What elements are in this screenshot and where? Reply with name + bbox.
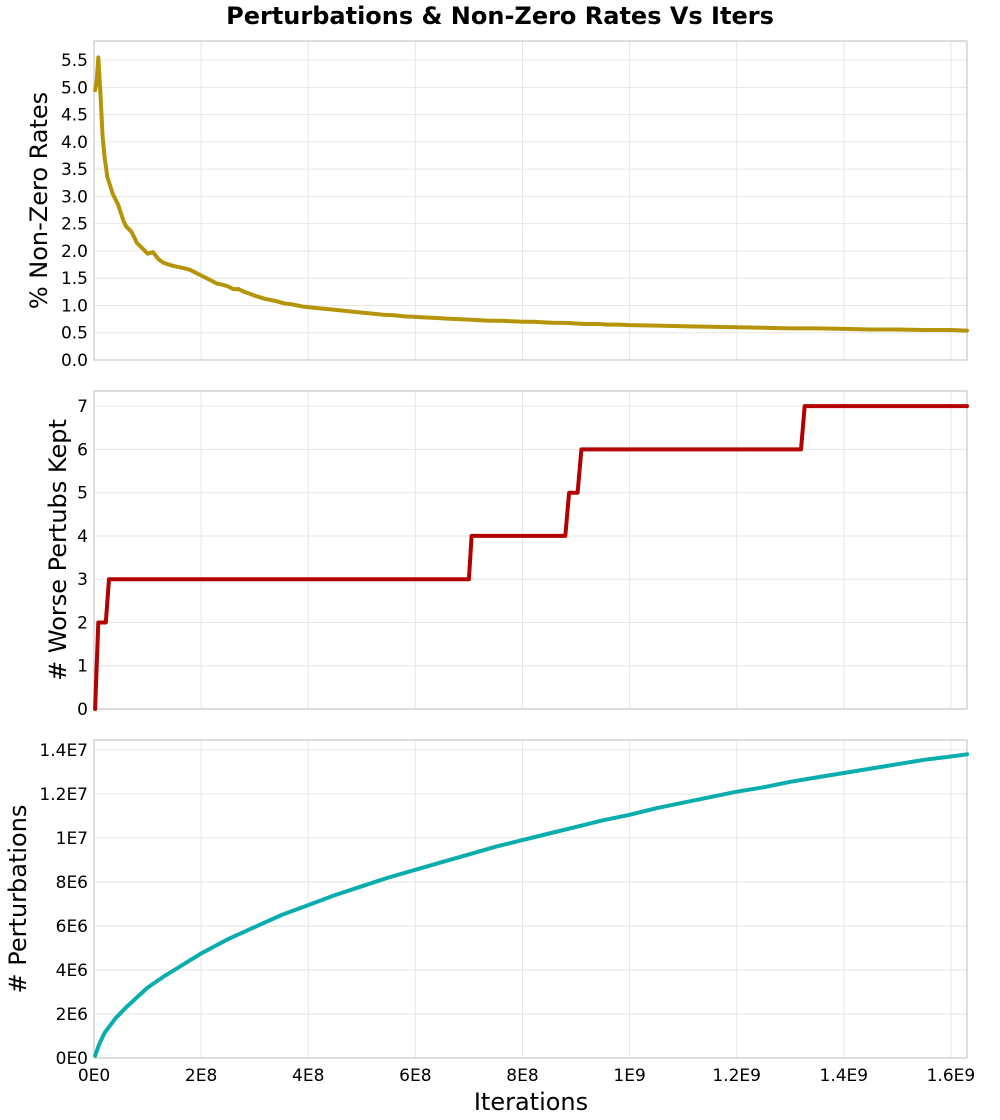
- y-tick-label: 3.0: [61, 187, 88, 207]
- y-tick-label: 3: [77, 570, 88, 590]
- x-tick-label: 1.2E9: [712, 1066, 761, 1086]
- panel-worse-pertubs-kept: 0 1 2 3 4 5 6 7# Worse Pertubs Kept: [44, 390, 969, 720]
- y-tick-label: 2E6: [56, 1005, 88, 1025]
- y-axis-label: # Perturbations: [4, 805, 32, 994]
- y-tick-label: 0.0: [61, 351, 88, 371]
- y-tick-label: 5.0: [61, 78, 88, 98]
- y-tick-label: 5: [77, 484, 88, 504]
- plot-frame: [93, 739, 968, 1059]
- y-axis-label: % Non-Zero Rates: [25, 92, 53, 309]
- y-tick-label: 1: [77, 657, 88, 677]
- y-tick-label: 1.4E7: [39, 741, 88, 761]
- plot-frame: [93, 40, 968, 361]
- x-tick-label: 1.6E9: [927, 1066, 976, 1086]
- x-tick-label: 2E8: [185, 1066, 217, 1086]
- y-tick-label: 6: [77, 440, 88, 460]
- y-tick-label: 0: [77, 700, 88, 720]
- y-tick-label: 8E6: [56, 873, 88, 893]
- x-tick-label: 1.4E9: [820, 1066, 869, 1086]
- y-tick-label: 0.5: [61, 324, 88, 344]
- x-tick-label: 8E8: [506, 1066, 538, 1086]
- x-tick-label: 0E0: [78, 1066, 110, 1086]
- y-tick-label: 6E6: [56, 917, 88, 937]
- y-axis-label: # Worse Pertubs Kept: [44, 419, 72, 681]
- y-tick-label: 2.0: [61, 242, 88, 262]
- x-axis-label: Iterations: [474, 1088, 588, 1116]
- y-tick-label: 2.5: [61, 215, 88, 235]
- y-tick-label: 4: [77, 527, 88, 547]
- y-tick-label: 1E7: [56, 829, 88, 849]
- series-line: [93, 55, 969, 333]
- series-line: [93, 752, 969, 1058]
- y-tick-label: 4E6: [56, 961, 88, 981]
- y-tick-label: 2: [77, 613, 88, 633]
- y-tick-label: 1.0: [61, 296, 88, 316]
- chart-title: Perturbations & Non-Zero Rates Vs Iters: [226, 2, 774, 30]
- y-tick-label: 1.2E7: [39, 785, 88, 805]
- x-tick-label: 4E8: [292, 1066, 324, 1086]
- x-tick-label: 1E9: [613, 1066, 645, 1086]
- plot-frame: [93, 390, 968, 710]
- x-tick-label: 6E8: [399, 1066, 431, 1086]
- panel-non-zero-rates: 0.0 0.5 1.0 1.5 2.0 2.5 3.0 3.5 4.0 4.5 5.0 5.5 % No…: [25, 40, 969, 371]
- y-tick-label: 5.5: [61, 51, 88, 71]
- y-tick-label: 1.5: [61, 269, 88, 289]
- y-tick-label: 4.5: [61, 106, 88, 126]
- panel-perturbations: 0E0 2E6 4E6 6E6 8E6 1E7 1.2E7 1.4E7 # Perturbati…: [4, 739, 976, 1086]
- y-tick-label: 4.0: [61, 133, 88, 153]
- y-tick-label: 0E0: [56, 1049, 88, 1069]
- y-tick-label: 7: [77, 397, 88, 417]
- y-tick-label: 3.5: [61, 160, 88, 180]
- series-line: [93, 404, 969, 711]
